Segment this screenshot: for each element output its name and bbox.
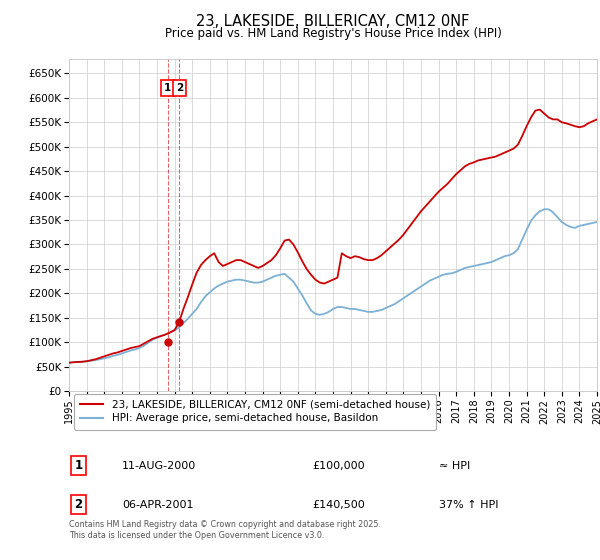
Text: 37% ↑ HPI: 37% ↑ HPI bbox=[439, 500, 498, 510]
Legend: 23, LAKESIDE, BILLERICAY, CM12 0NF (semi-detached house), HPI: Average price, se: 23, LAKESIDE, BILLERICAY, CM12 0NF (semi… bbox=[74, 394, 436, 430]
Text: £140,500: £140,500 bbox=[312, 500, 365, 510]
Text: ≈ HPI: ≈ HPI bbox=[439, 461, 470, 470]
Text: 2: 2 bbox=[74, 498, 83, 511]
Text: £100,000: £100,000 bbox=[312, 461, 365, 470]
Text: 1: 1 bbox=[74, 459, 83, 472]
Text: Price paid vs. HM Land Registry's House Price Index (HPI): Price paid vs. HM Land Registry's House … bbox=[164, 27, 502, 40]
Text: 2: 2 bbox=[176, 83, 183, 93]
Text: 11-AUG-2000: 11-AUG-2000 bbox=[122, 461, 196, 470]
Text: Contains HM Land Registry data © Crown copyright and database right 2025.
This d: Contains HM Land Registry data © Crown c… bbox=[69, 520, 381, 540]
Text: 1: 1 bbox=[164, 83, 172, 93]
Text: 23, LAKESIDE, BILLERICAY, CM12 0NF: 23, LAKESIDE, BILLERICAY, CM12 0NF bbox=[196, 14, 470, 29]
Text: 06-APR-2001: 06-APR-2001 bbox=[122, 500, 193, 510]
